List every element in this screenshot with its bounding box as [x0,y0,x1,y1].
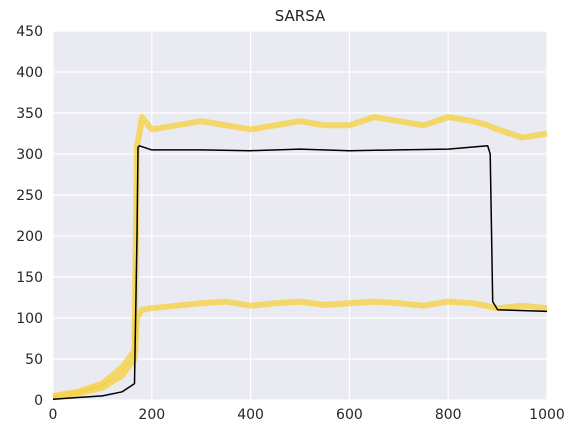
x-tick-labels: 0 200 400 600 800 1000 [49,407,565,423]
x-tick-label: 1000 [529,407,565,423]
y-tick-label: 200 [16,229,43,245]
x-tick-label: 200 [138,407,165,423]
y-tick-label: 250 [16,188,43,204]
x-tick-label: 800 [435,407,462,423]
y-tick-labels: 0 50 100 150 200 250 300 350 400 450 [16,24,43,409]
y-tick-label: 450 [16,24,43,40]
y-tick-label: 0 [34,393,43,409]
y-tick-label: 150 [16,270,43,286]
x-tick-label: 0 [49,407,58,423]
x-tick-label: 600 [336,407,363,423]
mean-series [52,145,548,400]
lower-trajectory-runs-line [52,298,548,401]
y-tick-label: 50 [25,352,43,368]
y-tick-label: 400 [16,65,43,81]
y-tick-label: 100 [16,311,43,327]
y-tick-label: 350 [16,106,43,122]
x-tick-label: 400 [237,407,264,423]
plot-background [53,31,547,400]
chart-title: SARSA [275,7,326,25]
y-tick-label: 300 [16,147,43,163]
mean-line [52,145,548,400]
